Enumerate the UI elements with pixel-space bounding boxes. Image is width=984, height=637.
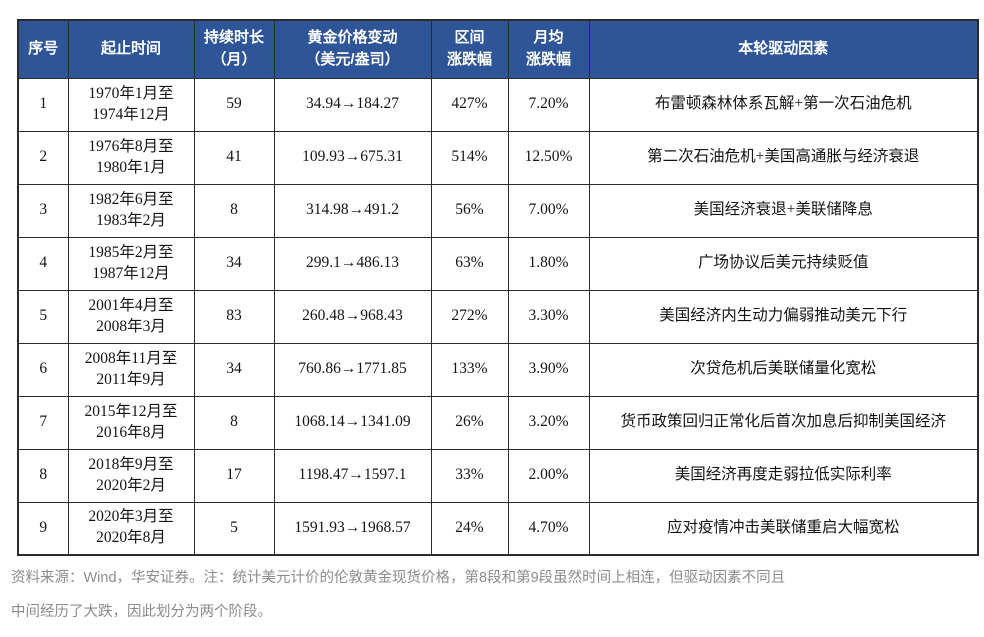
table-header: 序号 起止时间 持续时长 （月） 黄金价格变动 （美元/盎司） 区间 涨跌幅 月均 涨跌… (17, 19, 979, 79)
cell-monthly-change: 3.20% (507, 395, 590, 450)
cell-seq: 9 (17, 501, 69, 556)
cell-price-change: 109.93→675.31 (273, 130, 432, 185)
cell-range-change: 26% (430, 395, 509, 450)
cell-period: 2001年4月至 2008年3月 (67, 289, 195, 344)
cell-price-change: 1591.93→1968.57 (273, 501, 432, 556)
gold-bull-phases-table-container: 序号 起止时间 持续时长 （月） 黄金价格变动 （美元/盎司） 区间 涨跌幅 月均 涨跌… (17, 19, 979, 556)
cell-range-change: 63% (430, 236, 509, 291)
cell-price-change: 260.48→968.43 (273, 289, 432, 344)
cell-driver: 次贷危机后美联储量化宽松 (588, 342, 979, 397)
column-header-range-change: 区间 涨跌幅 (430, 19, 509, 79)
cell-period: 1985年2月至 1987年12月 (67, 236, 195, 291)
cell-period: 2008年11月至 2011年9月 (67, 342, 195, 397)
cell-period: 2020年3月至 2020年8月 (67, 501, 195, 556)
cell-monthly-change: 3.90% (507, 342, 590, 397)
table-row: 9 2020年3月至 2020年8月 5 1591.93→1968.57 24% … (17, 501, 979, 556)
cell-duration: 8 (193, 183, 275, 238)
table-row: 4 1985年2月至 1987年12月 34 299.1→486.13 63% 1… (17, 236, 979, 291)
cell-price-change: 1198.47→1597.1 (273, 448, 432, 503)
cell-period: 1970年1月至 1974年12月 (67, 77, 195, 132)
source-note-line1: 资料来源：Wind，华安证券。注：统计美元计价的伦敦黄金现货价格，第8段和第9段… (11, 570, 786, 586)
table-row: 6 2008年11月至 2011年9月 34 760.86→1771.85 133… (17, 342, 979, 397)
cell-range-change: 56% (430, 183, 509, 238)
cell-duration: 34 (193, 236, 275, 291)
cell-driver: 第二次石油危机+美国高通胀与经济衰退 (588, 130, 979, 185)
table-row: 2 1976年8月至 1980年1月 41 109.93→675.31 514% … (17, 130, 979, 185)
cell-monthly-change: 1.80% (507, 236, 590, 291)
cell-duration: 83 (193, 289, 275, 344)
cell-driver: 广场协议后美元持续贬值 (588, 236, 979, 291)
table-row: 8 2018年9月至 2020年2月 17 1198.47→1597.1 33% … (17, 448, 979, 503)
gold-bull-phases-table: 序号 起止时间 持续时长 （月） 黄金价格变动 （美元/盎司） 区间 涨跌幅 月均 涨跌… (17, 19, 979, 556)
cell-duration: 41 (193, 130, 275, 185)
cell-seq: 4 (17, 236, 69, 291)
cell-price-change: 299.1→486.13 (273, 236, 432, 291)
cell-driver: 美国经济衰退+美联储降息 (588, 183, 979, 238)
cell-monthly-change: 4.70% (507, 501, 590, 556)
cell-duration: 59 (193, 77, 275, 132)
cell-seq: 3 (17, 183, 69, 238)
cell-range-change: 272% (430, 289, 509, 344)
column-header-period: 起止时间 (67, 19, 195, 79)
cell-seq: 6 (17, 342, 69, 397)
cell-monthly-change: 7.00% (507, 183, 590, 238)
table-row: 1 1970年1月至 1974年12月 59 34.94→184.27 427% … (17, 77, 979, 132)
cell-duration: 17 (193, 448, 275, 503)
cell-seq: 7 (17, 395, 69, 450)
cell-monthly-change: 7.20% (507, 77, 590, 132)
cell-monthly-change: 12.50% (507, 130, 590, 185)
column-header-driver: 本轮驱动因素 (588, 19, 979, 79)
cell-price-change: 34.94→184.27 (273, 77, 432, 132)
cell-period: 2015年12月至 2016年8月 (67, 395, 195, 450)
table-row: 5 2001年4月至 2008年3月 83 260.48→968.43 272% … (17, 289, 979, 344)
cell-seq: 1 (17, 77, 69, 132)
table-body: 1 1970年1月至 1974年12月 59 34.94→184.27 427% … (17, 77, 979, 556)
cell-price-change: 1068.14→1341.09 (273, 395, 432, 450)
source-note: 资料来源：Wind，华安证券。注：统计美元计价的伦敦黄金现货价格，第8段和第9段… (11, 561, 976, 629)
cell-period: 2018年9月至 2020年2月 (67, 448, 195, 503)
cell-monthly-change: 2.00% (507, 448, 590, 503)
table-row: 7 2015年12月至 2016年8月 8 1068.14→1341.09 26%… (17, 395, 979, 450)
table-row: 3 1982年6月至 1983年2月 8 314.98→491.2 56% 7.0… (17, 183, 979, 238)
cell-seq: 8 (17, 448, 69, 503)
cell-seq: 2 (17, 130, 69, 185)
column-header-price-change: 黄金价格变动 （美元/盎司） (273, 19, 432, 79)
cell-duration: 8 (193, 395, 275, 450)
cell-price-change: 314.98→491.2 (273, 183, 432, 238)
cell-range-change: 133% (430, 342, 509, 397)
column-header-seq: 序号 (17, 19, 69, 79)
cell-range-change: 24% (430, 501, 509, 556)
cell-price-change: 760.86→1771.85 (273, 342, 432, 397)
header-row: 序号 起止时间 持续时长 （月） 黄金价格变动 （美元/盎司） 区间 涨跌幅 月均 涨跌… (17, 19, 979, 79)
cell-driver: 美国经济再度走弱拉低实际利率 (588, 448, 979, 503)
cell-driver: 应对疫情冲击美联储重启大幅宽松 (588, 501, 979, 556)
source-note-line2: 中间经历了大跌，因此划分为两个阶段。 (11, 604, 272, 620)
column-header-monthly-change: 月均 涨跌幅 (507, 19, 590, 79)
cell-duration: 5 (193, 501, 275, 556)
cell-period: 1982年6月至 1983年2月 (67, 183, 195, 238)
cell-driver: 布雷顿森林体系瓦解+第一次石油危机 (588, 77, 979, 132)
cell-range-change: 427% (430, 77, 509, 132)
cell-seq: 5 (17, 289, 69, 344)
cell-range-change: 514% (430, 130, 509, 185)
cell-duration: 34 (193, 342, 275, 397)
cell-monthly-change: 3.30% (507, 289, 590, 344)
cell-driver: 货币政策回归正常化后首次加息后抑制美国经济 (588, 395, 979, 450)
column-header-duration: 持续时长 （月） (193, 19, 275, 79)
cell-range-change: 33% (430, 448, 509, 503)
cell-driver: 美国经济内生动力偏弱推动美元下行 (588, 289, 979, 344)
cell-period: 1976年8月至 1980年1月 (67, 130, 195, 185)
